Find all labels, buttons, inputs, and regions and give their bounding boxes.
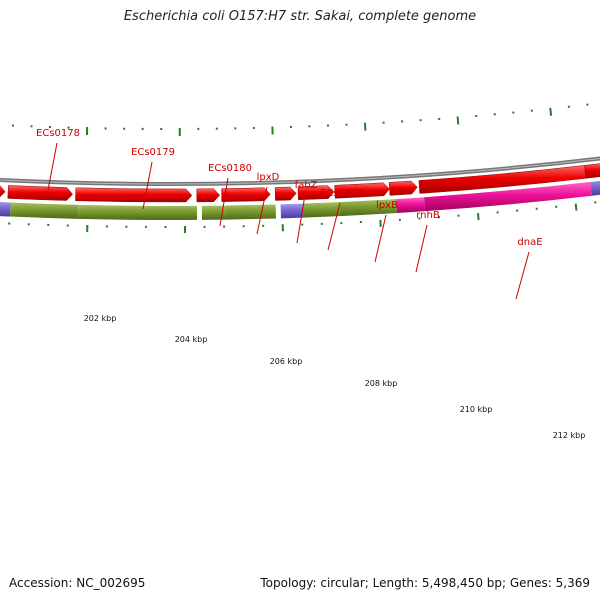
- feature-block[interactable]: [10, 202, 79, 219]
- accession-label: Accession: NC_002695: [9, 576, 146, 590]
- label-leader-line: [296, 194, 306, 244]
- label-leader-line: [327, 202, 341, 251]
- outer-tick: [477, 213, 480, 221]
- gene-label[interactable]: ECs0179: [131, 147, 175, 158]
- label-leader-line: [515, 251, 530, 300]
- gene-arrow[interactable]: [196, 188, 221, 203]
- outer-tick: [574, 203, 578, 211]
- gene-arrow[interactable]: [334, 182, 390, 199]
- gene-label[interactable]: rnhB: [416, 210, 440, 221]
- feature-block[interactable]: [396, 197, 425, 213]
- gene-arrow[interactable]: [221, 187, 271, 202]
- map-title: Escherichia coli O157:H7 str. Sakai, com…: [123, 9, 477, 24]
- scale-tick: [456, 116, 460, 125]
- label-leader-line: [415, 224, 428, 273]
- label-leader-line: [256, 186, 268, 235]
- feature-block[interactable]: [302, 202, 340, 218]
- feature-block[interactable]: [78, 204, 197, 220]
- gene-label[interactable]: lpxD: [257, 172, 280, 183]
- label-leader-line: [47, 142, 58, 191]
- genome-backbone-highlight: [0, 157, 600, 185]
- scale-label: 204 kbp: [175, 335, 208, 344]
- feature-block[interactable]: [201, 205, 226, 220]
- gene-arrow[interactable]: [584, 163, 600, 179]
- scale-tick: [549, 107, 553, 116]
- label-leader-line: [142, 161, 153, 210]
- genome-summary: Topology: circular; Length: 5,498,450 bp…: [260, 576, 590, 590]
- feature-block[interactable]: [0, 202, 11, 217]
- scale-label: 212 kbp: [553, 431, 586, 440]
- gene-arrow[interactable]: [388, 180, 418, 196]
- scale-label: 206 kbp: [270, 357, 303, 366]
- gene-label[interactable]: dnaE: [517, 237, 542, 248]
- feature-block[interactable]: [590, 179, 600, 196]
- gene-arrow[interactable]: [7, 185, 73, 201]
- feature-block[interactable]: [280, 203, 303, 219]
- gene-label[interactable]: fabZ: [295, 180, 318, 191]
- gene-label[interactable]: ECs0178: [36, 128, 80, 139]
- feature-block[interactable]: [339, 199, 397, 217]
- gene-label[interactable]: lpxB: [376, 200, 398, 211]
- gene-arrow[interactable]: [274, 186, 297, 201]
- label-leader-line: [219, 177, 229, 227]
- feature-block[interactable]: [424, 181, 592, 212]
- gene-arrow[interactable]: [0, 185, 6, 198]
- scale-label: 202 kbp: [84, 314, 117, 323]
- gene-label[interactable]: ECs0180: [208, 163, 252, 174]
- scale-label: 208 kbp: [365, 379, 398, 388]
- gene-arrow[interactable]: [75, 187, 193, 203]
- gene-arrow[interactable]: [297, 185, 335, 201]
- scale-label: 210 kbp: [460, 405, 493, 414]
- gene-label[interactable]: ECs0183: [320, 188, 364, 199]
- feature-block[interactable]: [225, 204, 276, 220]
- label-leader-line: [374, 214, 387, 263]
